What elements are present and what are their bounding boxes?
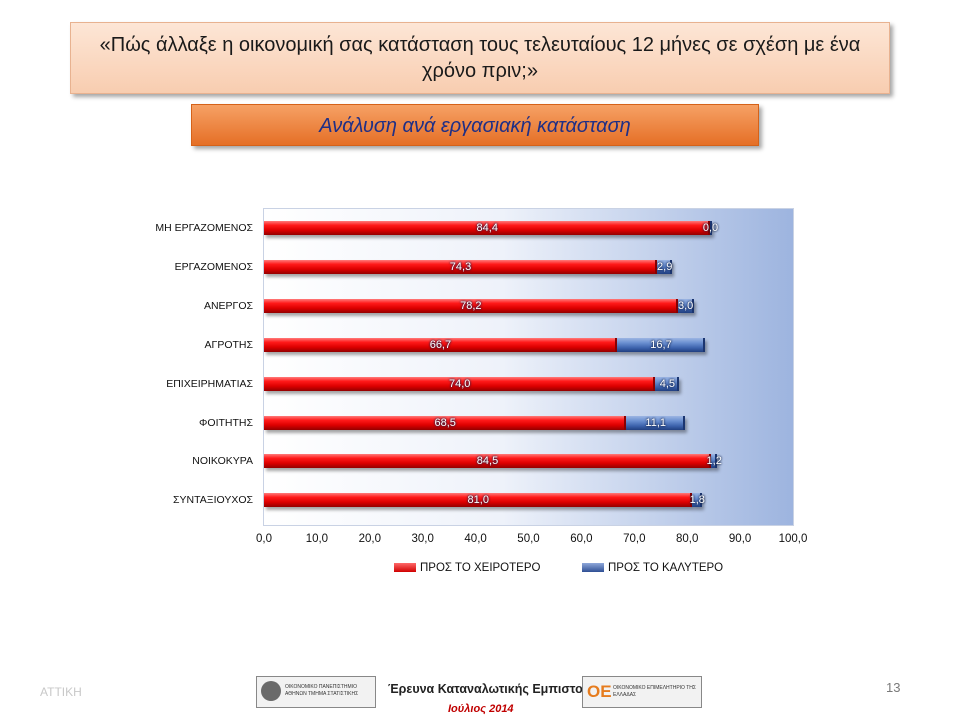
bar-worse xyxy=(264,415,627,430)
x-tick-label: 20,0 xyxy=(358,533,381,545)
legend-label-better: ΠΡΟΣ ΤΟ ΚΑΛΥΤΕΡΟ xyxy=(608,562,724,574)
university-logo-text: ΟΙΚΟΝΟΜΙΚΟ ΠΑΝΕΠΙΣΤΗΜΙΟ ΑΘΗΝΩΝ ΤΜΗΜΑ ΣΤΑ… xyxy=(285,684,359,697)
page-subtitle: Ανάλυση ανά εργασιακή κατάσταση xyxy=(319,115,631,137)
value-label-worse: 84,5 xyxy=(476,455,499,468)
university-seal-icon xyxy=(261,681,281,701)
value-label-better: 16,7 xyxy=(650,338,672,351)
category-label: ΝΟΙΚΟΚΥΡΑ xyxy=(192,455,253,468)
value-label-better: 0,0 xyxy=(702,222,719,234)
category-label: ΜΗ ΕΡΓΑΖΟΜΕΝΟΣ xyxy=(155,222,253,234)
bar-better xyxy=(677,298,694,313)
bar-worse xyxy=(264,493,693,508)
category-label: ΑΓΡΟΤΗΣ xyxy=(204,338,253,351)
bar-better xyxy=(626,415,686,430)
value-label-worse: 81,0 xyxy=(467,494,489,507)
bar-worse xyxy=(264,454,711,469)
value-label-better: 3,0 xyxy=(677,299,694,312)
x-tick-label: 30,0 xyxy=(411,533,434,545)
value-label-worse: 68,5 xyxy=(434,416,456,429)
bar-worse xyxy=(264,337,617,352)
bar-better xyxy=(655,376,680,391)
subtitle-box: Ανάλυση ανά εργασιακή κατάσταση xyxy=(191,104,759,146)
bar-worse xyxy=(264,221,711,235)
bar-worse xyxy=(264,376,656,391)
footer-date: Ιούλιος 2014 xyxy=(448,703,514,715)
x-tick-label: 0,0 xyxy=(256,533,272,545)
value-label-worse: 74,0 xyxy=(449,377,471,390)
footer xyxy=(0,664,960,720)
category-label: ΦΟΙΤΗΤΗΣ xyxy=(199,416,253,429)
page-number: 13 xyxy=(886,680,901,695)
university-logo: ΟΙΚΟΝΟΜΙΚΟ ΠΑΝΕΠΙΣΤΗΜΙΟ ΑΘΗΝΩΝ ΤΜΗΜΑ ΣΤΑ… xyxy=(256,676,376,708)
survey-title: Έρευνα Καταναλωτικής Εμπιστοσύνης xyxy=(388,682,620,696)
legend-swatch-better xyxy=(582,563,604,573)
value-label-worse: 84,4 xyxy=(476,222,498,234)
category-label: ΕΡΓΑΖΟΜΕΝΟΣ xyxy=(174,260,253,273)
x-tick-label: 90,0 xyxy=(728,533,752,545)
category-label: ΕΠΙΧΕΙΡΗΜΑΤΙΑΣ xyxy=(166,377,253,390)
value-label-worse: 74,3 xyxy=(449,260,472,273)
legend-item-worse: ΠΡΟΣ ΤΟ ΧΕΙΡΟΤΕΡΟ xyxy=(394,562,540,574)
value-label-worse: 78,2 xyxy=(460,299,482,312)
value-label-better: 11,1 xyxy=(645,416,667,429)
bar-better xyxy=(657,259,673,274)
x-tick-label: 40,0 xyxy=(464,533,487,545)
x-tick-label: 70,0 xyxy=(623,533,646,545)
page-title: «Πώς άλλαξε η οικονομική σας κατάσταση τ… xyxy=(99,34,861,82)
value-label-better: 4,5 xyxy=(659,377,676,390)
category-label: ΣΥΝΤΑΞΙΟΥΧΟΣ xyxy=(173,494,253,507)
bar-better xyxy=(711,454,718,469)
chamber-logo: ΟΕ ΟΙΚΟΝΟΜΙΚΟ ΕΠΙΜΕΛΗΤΗΡΙΟ ΤΗΣ ΕΛΛΑΔΑΣ xyxy=(582,676,702,708)
legend-item-better: ΠΡΟΣ ΤΟ ΚΑΛΥΤΕΡΟ xyxy=(582,562,723,574)
chamber-logo-mark: ΟΕ xyxy=(587,682,612,701)
value-label-better: 1,8 xyxy=(689,494,705,507)
plot-area xyxy=(263,208,794,526)
bar-better xyxy=(616,337,706,352)
title-box: «Πώς άλλαξε η οικονομική σας κατάσταση τ… xyxy=(70,22,890,94)
category-label: ΑΝΕΡΓΟΣ xyxy=(203,299,253,312)
value-label-better: 1,2 xyxy=(706,455,722,468)
x-tick-label: 50,0 xyxy=(517,533,540,545)
footer-region: ΑΤΤΙΚΗ xyxy=(40,685,82,699)
x-tick-label: 10,0 xyxy=(305,533,329,545)
x-tick-label: 60,0 xyxy=(570,533,593,545)
value-label-better: 2,9 xyxy=(657,260,673,273)
legend-label-worse: ΠΡΟΣ ΤΟ ΧΕΙΡΟΤΕΡΟ xyxy=(420,562,541,574)
bar-better xyxy=(692,493,702,508)
bar-worse xyxy=(264,298,678,313)
legend-swatch-worse xyxy=(394,563,416,573)
chamber-logo-text: ΟΙΚΟΝΟΜΙΚΟ ΕΠΙΜΕΛΗΤΗΡΙΟ ΤΗΣ ΕΛΛΑΔΑΣ xyxy=(613,685,696,698)
x-tick-label: 80,0 xyxy=(675,533,699,545)
bar-better xyxy=(710,221,713,235)
x-tick-label: 100,0 xyxy=(778,533,808,545)
value-label-worse: 66,7 xyxy=(429,338,452,351)
bar-worse xyxy=(264,259,658,274)
